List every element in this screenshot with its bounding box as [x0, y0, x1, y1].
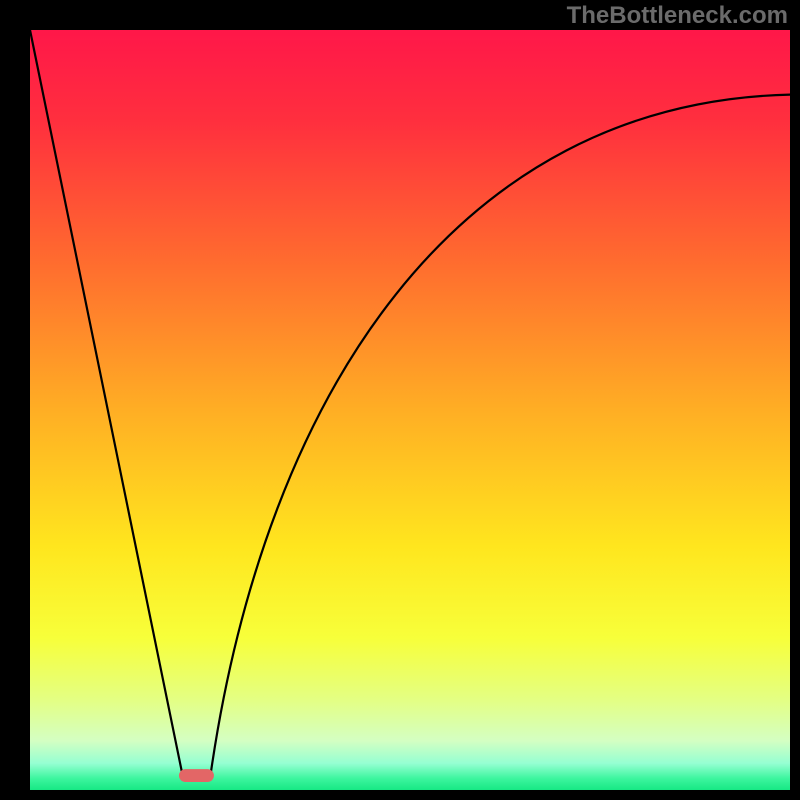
watermark-text: TheBottleneck.com	[567, 2, 788, 30]
chart-container: TheBottleneck.com	[0, 0, 800, 800]
target-marker	[179, 769, 214, 782]
bottleneck-chart	[0, 0, 800, 800]
plot-background	[30, 30, 790, 790]
